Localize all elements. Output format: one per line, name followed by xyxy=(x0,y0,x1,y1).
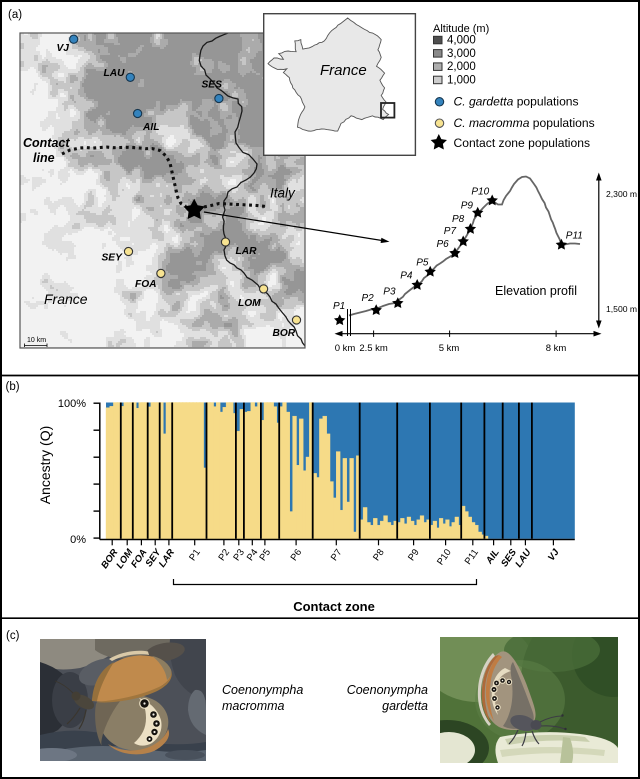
svg-text:macromma: macromma xyxy=(222,699,285,713)
svg-text:LAR: LAR xyxy=(236,246,258,257)
svg-text:Coenonympha: Coenonympha xyxy=(222,683,303,697)
svg-text:Ancestry (Q): Ancestry (Q) xyxy=(37,426,53,505)
svg-text:P6: P6 xyxy=(289,547,305,563)
svg-text:2,000: 2,000 xyxy=(447,61,476,73)
svg-text:Contact: Contact xyxy=(23,136,70,150)
svg-text:C. macromma populations: C. macromma populations xyxy=(454,116,595,130)
svg-text:8 km: 8 km xyxy=(546,343,567,354)
svg-text:1,000: 1,000 xyxy=(447,74,476,86)
svg-text:3,000: 3,000 xyxy=(447,48,476,60)
svg-text:1,500 m: 1,500 m xyxy=(606,304,637,314)
svg-text:France: France xyxy=(320,62,367,79)
svg-text:P1: P1 xyxy=(187,547,203,563)
svg-text:10 km: 10 km xyxy=(27,337,46,344)
svg-text:P11: P11 xyxy=(566,231,583,242)
svg-text:LAU: LAU xyxy=(104,68,126,79)
svg-text:0 km: 0 km xyxy=(335,343,356,354)
svg-text:Contact zone populations: Contact zone populations xyxy=(454,136,591,150)
svg-text:4,000: 4,000 xyxy=(447,35,476,47)
svg-text:Italy: Italy xyxy=(270,186,296,201)
svg-text:line: line xyxy=(33,151,55,165)
svg-text:VJ: VJ xyxy=(57,43,70,54)
svg-text:BOR: BOR xyxy=(273,328,296,339)
svg-text:P7: P7 xyxy=(329,547,345,563)
svg-text:(c): (c) xyxy=(6,630,20,642)
svg-text:SEY: SEY xyxy=(102,253,124,264)
svg-text:P7: P7 xyxy=(444,226,457,237)
svg-text:(b): (b) xyxy=(6,381,20,393)
svg-text:P8: P8 xyxy=(452,214,465,225)
svg-text:P2: P2 xyxy=(216,547,232,563)
svg-text:(a): (a) xyxy=(8,9,22,21)
svg-text:France: France xyxy=(44,291,88,307)
svg-text:P2: P2 xyxy=(362,293,375,304)
svg-text:P9: P9 xyxy=(406,547,422,563)
svg-text:P6: P6 xyxy=(437,239,450,250)
svg-text:100%: 100% xyxy=(58,398,86,410)
svg-text:FOA: FOA xyxy=(135,279,157,290)
svg-text:P10: P10 xyxy=(471,187,489,198)
svg-text:P4: P4 xyxy=(400,271,413,282)
svg-text:2,300 m: 2,300 m xyxy=(606,189,637,199)
svg-text:C. gardetta populations: C. gardetta populations xyxy=(454,95,579,109)
svg-text:P1: P1 xyxy=(333,301,345,312)
svg-text:P3: P3 xyxy=(231,547,247,563)
svg-text:LOM: LOM xyxy=(238,298,261,309)
svg-text:P4: P4 xyxy=(245,547,261,563)
svg-text:gardetta: gardetta xyxy=(382,699,428,713)
svg-text:Elevation profil: Elevation profil xyxy=(495,284,577,298)
svg-text:Coenonympha: Coenonympha xyxy=(347,683,428,697)
svg-text:P8: P8 xyxy=(371,547,387,563)
svg-text:P5: P5 xyxy=(257,547,273,563)
svg-text:Contact zone: Contact zone xyxy=(293,599,375,614)
svg-text:5 km: 5 km xyxy=(439,343,460,354)
svg-text:SES: SES xyxy=(202,80,223,91)
svg-text:2.5 km: 2.5 km xyxy=(359,343,388,354)
svg-text:AIL: AIL xyxy=(142,122,159,133)
svg-text:0%: 0% xyxy=(70,534,86,546)
svg-text:Altitude (m): Altitude (m) xyxy=(433,23,489,35)
svg-text:P5: P5 xyxy=(416,258,429,269)
svg-text:P9: P9 xyxy=(461,201,474,212)
svg-text:P3: P3 xyxy=(383,287,396,298)
